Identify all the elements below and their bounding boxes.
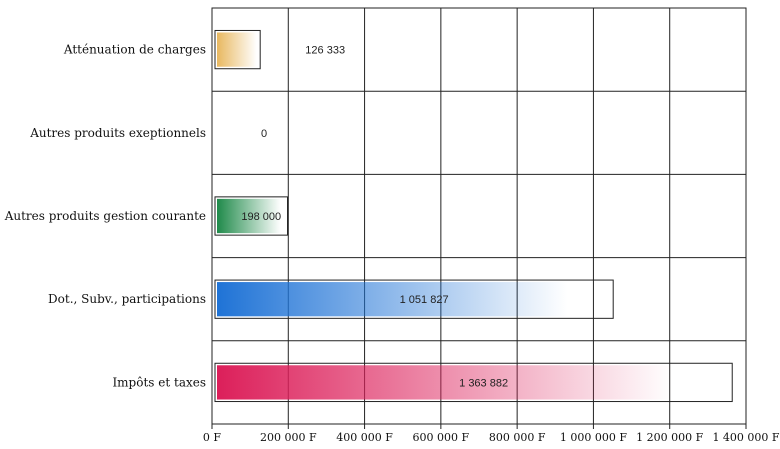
- bar-outline: [214, 362, 733, 403]
- plot-frame: [211, 7, 747, 425]
- category-label: Impôts et taxes: [112, 375, 206, 389]
- data-label: 0: [261, 128, 267, 140]
- x-tick-label: 600 000 F: [413, 431, 470, 444]
- data-label: 126 333: [305, 45, 345, 57]
- bar: [217, 32, 257, 67]
- x-tick-label: 1 200 000 F: [636, 431, 703, 444]
- x-tick-label: 1 000 000 F: [560, 431, 627, 444]
- x-tick-label: 1 400 000 F: [712, 431, 779, 444]
- bar: [217, 282, 568, 317]
- data-label: 198 000: [241, 211, 281, 223]
- x-tick-label: 400 000 F: [336, 431, 393, 444]
- bars: [214, 29, 733, 403]
- grid: [211, 7, 747, 429]
- category-label: Autres produits gestion courante: [4, 209, 206, 223]
- category-label: Dot., Subv., participations: [48, 292, 206, 306]
- labels: 0 F 200 000 F 400 000 F 600 000 F 800 000 F 1…: [4, 43, 780, 444]
- bar: [217, 365, 673, 400]
- bar-outline: [214, 279, 614, 319]
- x-tick-label: 200 000 F: [260, 431, 317, 444]
- data-label: 1 363 882: [459, 377, 508, 389]
- category-label: Atténuation de charges: [63, 43, 206, 57]
- category-label: Autres produits exeptionnels: [29, 126, 206, 140]
- x-tick-label: 800 000 F: [489, 431, 546, 444]
- bar-outline: [214, 196, 289, 236]
- bar: [217, 198, 281, 234]
- x-tick-label: 0 F: [203, 431, 221, 444]
- data-label: 1 051 827: [400, 294, 449, 306]
- bar-outline: [214, 29, 261, 70]
